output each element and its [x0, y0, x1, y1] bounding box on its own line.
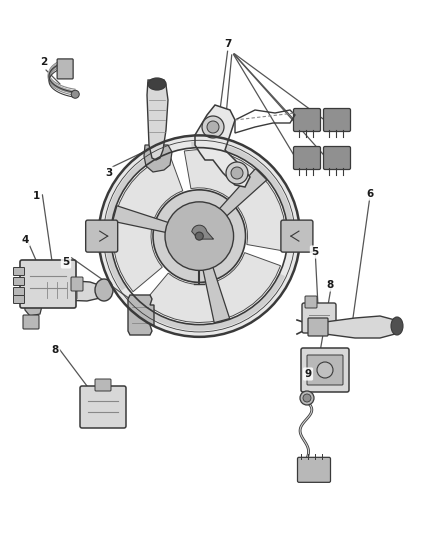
FancyBboxPatch shape	[305, 296, 317, 308]
FancyBboxPatch shape	[14, 287, 25, 295]
FancyBboxPatch shape	[324, 147, 350, 169]
Polygon shape	[325, 316, 397, 338]
Circle shape	[300, 391, 314, 405]
Text: 6: 6	[366, 189, 374, 199]
Polygon shape	[24, 296, 42, 316]
Circle shape	[165, 202, 233, 270]
FancyBboxPatch shape	[14, 278, 25, 286]
Text: 5: 5	[311, 247, 318, 257]
Text: 7: 7	[224, 39, 232, 49]
Polygon shape	[218, 168, 267, 217]
FancyBboxPatch shape	[14, 295, 25, 303]
FancyBboxPatch shape	[293, 147, 321, 169]
Circle shape	[99, 135, 300, 337]
FancyBboxPatch shape	[324, 109, 350, 132]
FancyBboxPatch shape	[14, 268, 25, 276]
Text: 8: 8	[326, 280, 334, 290]
Polygon shape	[191, 142, 294, 244]
FancyBboxPatch shape	[95, 379, 111, 391]
Ellipse shape	[148, 78, 166, 90]
Polygon shape	[105, 150, 162, 290]
FancyBboxPatch shape	[23, 315, 39, 329]
FancyBboxPatch shape	[71, 277, 83, 291]
Ellipse shape	[391, 317, 403, 335]
Text: 5: 5	[62, 257, 70, 267]
Circle shape	[195, 232, 203, 240]
Text: 3: 3	[106, 168, 113, 178]
Ellipse shape	[95, 279, 113, 301]
Text: 1: 1	[32, 191, 39, 201]
Circle shape	[207, 121, 219, 133]
FancyBboxPatch shape	[293, 109, 321, 132]
Polygon shape	[113, 206, 170, 233]
Polygon shape	[22, 280, 104, 301]
Text: 4: 4	[21, 235, 28, 245]
FancyBboxPatch shape	[20, 260, 76, 308]
Circle shape	[231, 167, 243, 179]
FancyBboxPatch shape	[80, 386, 126, 428]
Polygon shape	[192, 225, 213, 239]
Text: 2: 2	[40, 57, 48, 67]
FancyBboxPatch shape	[57, 59, 73, 79]
Polygon shape	[144, 145, 172, 172]
Circle shape	[303, 394, 311, 402]
Text: 9: 9	[304, 369, 311, 379]
FancyBboxPatch shape	[307, 355, 343, 385]
FancyBboxPatch shape	[301, 348, 349, 392]
Polygon shape	[128, 295, 154, 335]
FancyBboxPatch shape	[86, 220, 118, 252]
FancyBboxPatch shape	[281, 220, 313, 252]
Polygon shape	[184, 150, 286, 251]
FancyBboxPatch shape	[308, 318, 328, 336]
Polygon shape	[113, 155, 183, 292]
Circle shape	[71, 90, 79, 98]
Polygon shape	[145, 274, 285, 330]
Polygon shape	[144, 253, 281, 322]
Circle shape	[202, 116, 224, 138]
FancyBboxPatch shape	[297, 457, 331, 482]
Circle shape	[153, 190, 246, 282]
Circle shape	[317, 362, 333, 378]
Circle shape	[111, 148, 288, 325]
Polygon shape	[202, 265, 230, 322]
Polygon shape	[147, 80, 168, 160]
Text: 8: 8	[51, 345, 59, 355]
Polygon shape	[195, 105, 250, 187]
FancyBboxPatch shape	[302, 303, 336, 333]
Circle shape	[226, 162, 248, 184]
